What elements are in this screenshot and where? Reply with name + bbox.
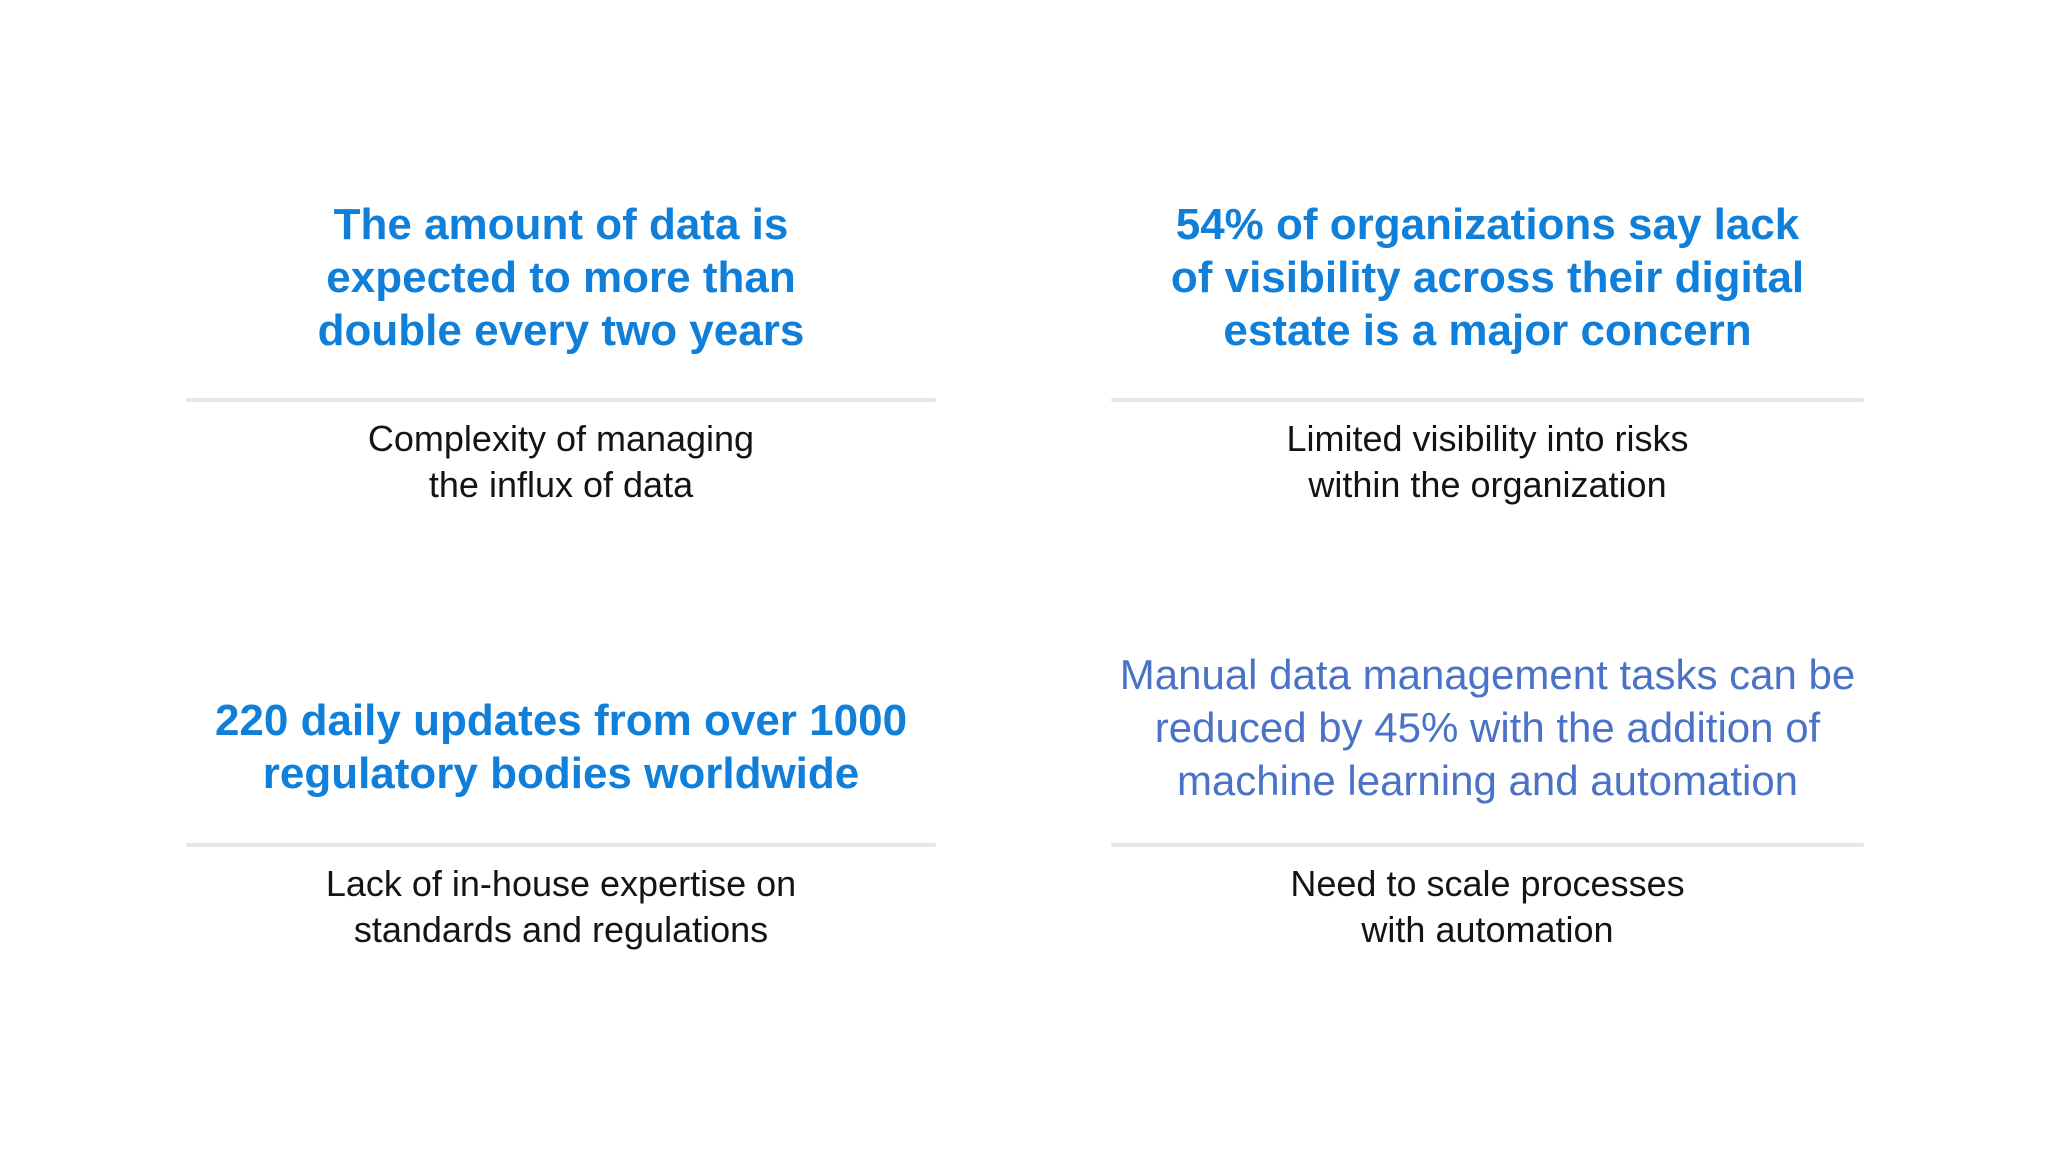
stat-subtext-data-growth: Complexity of managing the influx of dat…	[367, 418, 755, 505]
divider-line	[186, 843, 936, 847]
divider-line	[1111, 398, 1864, 402]
stat-subtext-automation-reduction: Need to scale processes with automation	[1290, 863, 1685, 950]
stat-card-visibility-concern: 54% of organizations say lack of visibil…	[1111, 0, 1864, 576]
stat-headline-visibility-concern: 54% of organizations say lack of visibil…	[1170, 200, 1805, 355]
stat-card-regulatory-updates: 220 daily updates from over 1000 regulat…	[186, 576, 936, 1152]
divider-line	[186, 398, 936, 402]
stat-headline-regulatory-updates: 220 daily updates from over 1000 regulat…	[214, 696, 908, 798]
stat-card-data-growth: The amount of data is expected to more t…	[186, 0, 936, 576]
stat-card-automation-reduction: Manual data management tasks can be redu…	[1111, 576, 1864, 1152]
stat-subtext-regulatory-updates: Lack of in-house expertise on standards …	[325, 863, 797, 950]
stat-subtext-visibility-concern: Limited visibility into risks within the…	[1286, 418, 1689, 505]
divider-line	[1111, 843, 1864, 847]
stat-headline-data-growth: The amount of data is expected to more t…	[317, 200, 805, 355]
stat-headline-automation-reduction: Manual data management tasks can be redu…	[1119, 651, 1856, 804]
